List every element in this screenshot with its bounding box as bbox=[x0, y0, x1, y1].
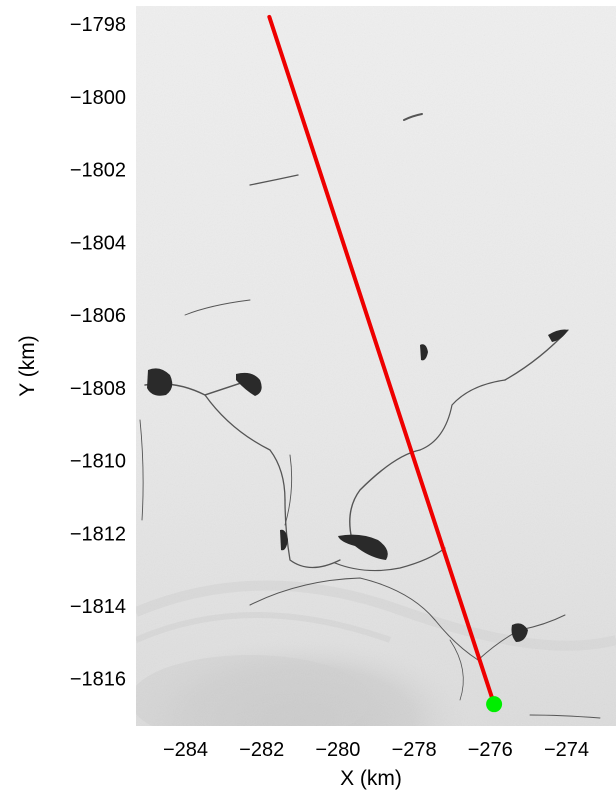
plot-overlay bbox=[267, 14, 503, 713]
x-tick-label: −274 bbox=[544, 739, 589, 761]
y-axis: −1798 −1800 −1802 −1804 −1806 −1808 −1810 −1812… bbox=[70, 14, 126, 691]
y-axis-label: Y (km) bbox=[16, 335, 39, 396]
y-tick-label: −1806 bbox=[70, 305, 126, 327]
y-tick-label: −1802 bbox=[70, 160, 126, 182]
x-tick-label: −280 bbox=[315, 739, 360, 761]
x-axis: −284 −282 −280 −278 −276 −274 bbox=[163, 739, 589, 761]
y-tick-label: −1812 bbox=[70, 523, 126, 545]
x-axis-label: X (km) bbox=[340, 767, 402, 790]
x-tick-label: −284 bbox=[163, 739, 208, 761]
y-tick-label: −1804 bbox=[70, 232, 126, 254]
x-tick-label: −282 bbox=[239, 739, 284, 761]
x-tick-label: −276 bbox=[468, 739, 513, 761]
dark-crevasse-blobs bbox=[147, 329, 568, 642]
y-tick-label: −1816 bbox=[70, 669, 126, 691]
y-tick-label: −1808 bbox=[70, 378, 126, 400]
y-tick-label: −1814 bbox=[70, 596, 126, 618]
endpoint-marker bbox=[486, 696, 503, 713]
y-tick-label: −1798 bbox=[70, 14, 126, 36]
satellite-image-background bbox=[136, 6, 616, 726]
y-tick-label: −1800 bbox=[70, 87, 126, 109]
x-tick-label: −278 bbox=[392, 739, 437, 761]
crevasse-features bbox=[139, 113, 601, 719]
y-tick-label: −1810 bbox=[70, 451, 126, 473]
profile-line bbox=[267, 14, 497, 707]
